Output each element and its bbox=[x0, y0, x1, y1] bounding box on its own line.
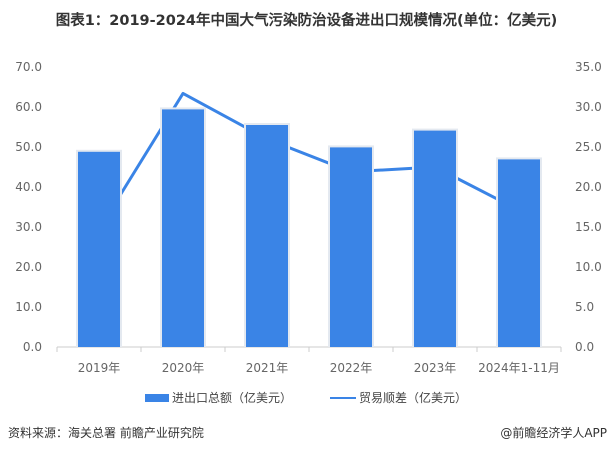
bar-total-trade bbox=[330, 147, 372, 347]
legend-item-bar: 进出口总额（亿美元） bbox=[145, 389, 292, 406]
right-axis-tick: 10.0 bbox=[575, 260, 602, 274]
bar-total-trade bbox=[246, 125, 288, 347]
bar-total-trade bbox=[78, 151, 120, 347]
legend-label-bar: 进出口总额（亿美元） bbox=[172, 391, 293, 405]
left-axis-tick: 20.0 bbox=[15, 260, 42, 274]
bar-total-trade bbox=[498, 159, 540, 347]
x-axis-label: 2023年 bbox=[414, 361, 457, 375]
left-axis-tick: 10.0 bbox=[15, 300, 42, 314]
left-axis-tick: 30.0 bbox=[15, 220, 42, 234]
chart-area: 0.0 10.0 20.0 30.0 40.0 50.0 60.0 70.0 0.0 5.0 10.… bbox=[15, 60, 602, 375]
right-axis-tick: 25.0 bbox=[575, 140, 602, 154]
left-axis-tick: 60.0 bbox=[15, 100, 42, 114]
chart-title: 图表1：2019-2024年中国大气污染防治设备进出口规模情况(单位：亿美元) bbox=[55, 13, 558, 29]
right-axis-tick: 30.0 bbox=[575, 100, 602, 114]
legend-item-line: 贸易顺差（亿美元） bbox=[330, 389, 467, 406]
x-axis-label: 2022年 bbox=[330, 361, 373, 375]
left-axis-tick: 40.0 bbox=[15, 180, 42, 194]
right-axis-tick: 5.0 bbox=[575, 300, 594, 314]
legend-label-line: 贸易顺差（亿美元） bbox=[359, 391, 468, 405]
x-axis-label: 2024年1-11月 bbox=[478, 361, 560, 375]
left-axis-tick: 50.0 bbox=[15, 140, 42, 154]
left-axis-tick: 0.0 bbox=[23, 340, 42, 354]
legend-swatch-bar bbox=[145, 393, 169, 402]
right-axis-tick: 20.0 bbox=[575, 180, 602, 194]
bar-total-trade bbox=[414, 130, 456, 347]
right-axis-tick: 35.0 bbox=[575, 60, 602, 74]
x-axis-label: 2019年 bbox=[78, 361, 121, 375]
bar-total-trade bbox=[162, 109, 204, 348]
credit-note: @前瞻经济学人APP bbox=[500, 426, 607, 440]
right-axis-tick: 15.0 bbox=[575, 220, 602, 234]
source-note: 资料来源：海关总署 前瞻产业研究院 bbox=[8, 426, 204, 440]
right-axis-tick: 0.0 bbox=[575, 340, 594, 354]
x-axis-label: 2021年 bbox=[246, 361, 289, 375]
left-axis-tick: 70.0 bbox=[15, 60, 42, 74]
x-axis-label: 2020年 bbox=[162, 361, 205, 375]
legend-swatch-line bbox=[330, 396, 356, 399]
